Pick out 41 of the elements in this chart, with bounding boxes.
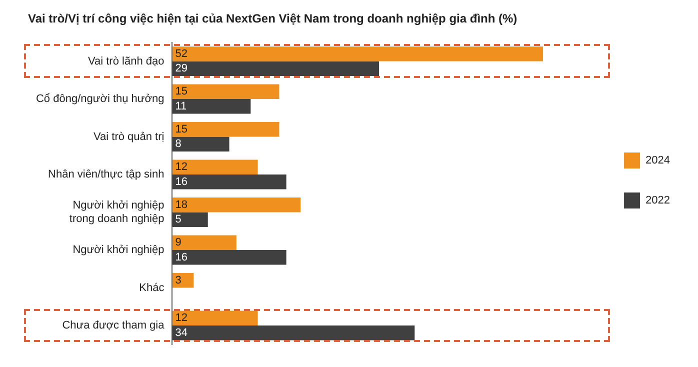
legend-label: 2022 bbox=[646, 194, 670, 207]
data-label: 16 bbox=[175, 251, 188, 264]
data-label: 29 bbox=[175, 62, 188, 75]
y-tick-label: Vai trò quản trị bbox=[94, 130, 164, 143]
bar bbox=[172, 136, 230, 152]
bar bbox=[172, 46, 543, 62]
bar bbox=[172, 160, 258, 175]
y-tick-label: Người khởi nghiệp trong doanh nghiệp bbox=[69, 200, 164, 225]
bar bbox=[172, 235, 236, 250]
data-label: 16 bbox=[175, 176, 188, 188]
y-tick-label: Nhân viên/thực tập sinh bbox=[48, 168, 164, 181]
data-label: 34 bbox=[175, 326, 188, 339]
y-tick-label: Người khởi nghiệp bbox=[72, 244, 164, 256]
data-label: 12 bbox=[175, 161, 188, 174]
bar bbox=[172, 84, 280, 100]
bar bbox=[172, 310, 258, 326]
y-tick-label: Vai trò lãnh đạo bbox=[88, 55, 164, 68]
bar bbox=[172, 198, 301, 212]
y-tick-label: Khác bbox=[139, 282, 165, 294]
bar bbox=[172, 122, 280, 137]
bar bbox=[172, 273, 194, 288]
bar bbox=[172, 326, 415, 340]
data-label: 15 bbox=[175, 123, 188, 136]
data-label: 52 bbox=[175, 48, 188, 60]
bar bbox=[172, 99, 251, 114]
data-label: 8 bbox=[175, 138, 182, 150]
bar bbox=[172, 250, 286, 265]
data-label: 5 bbox=[175, 214, 182, 226]
data-label: 18 bbox=[175, 198, 188, 211]
bar bbox=[172, 174, 286, 190]
y-tick-label: Cổ đông/người thụ hưởng bbox=[36, 93, 164, 106]
bar bbox=[172, 61, 379, 76]
y-tick-label: Chưa được tham gia bbox=[62, 320, 166, 332]
data-label: 12 bbox=[175, 312, 188, 324]
data-label: 9 bbox=[175, 236, 182, 249]
chart-title: Vai trò/Vị trí công việc hiện tại của NextGen Việt Nam trong doanh nghiệp gia đình (%) bbox=[28, 12, 518, 26]
data-label: 11 bbox=[175, 100, 187, 112]
legend-label: 2024 bbox=[646, 154, 670, 167]
bar bbox=[172, 212, 208, 227]
data-label: 3 bbox=[175, 274, 182, 286]
data-label: 15 bbox=[175, 86, 188, 98]
